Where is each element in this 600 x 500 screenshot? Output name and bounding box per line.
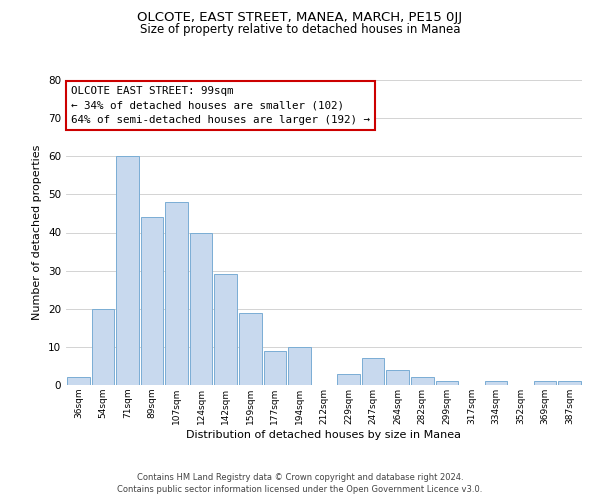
Bar (92, 308, 114, 385)
Bar (165, 202, 188, 385)
Bar (140, 217, 163, 385)
Bar (214, 274, 237, 385)
Y-axis label: Number of detached properties: Number of detached properties (32, 145, 43, 320)
Bar (288, 347, 311, 385)
Bar (362, 358, 385, 385)
Bar (239, 312, 262, 385)
Bar (67, 378, 89, 385)
Bar (263, 350, 286, 385)
Bar (337, 374, 360, 385)
X-axis label: Distribution of detached houses by size in Manea: Distribution of detached houses by size … (187, 430, 461, 440)
Bar (559, 381, 581, 385)
Bar (190, 232, 212, 385)
Text: Size of property relative to detached houses in Manea: Size of property relative to detached ho… (140, 22, 460, 36)
Bar (386, 370, 409, 385)
Bar (436, 381, 458, 385)
Bar (411, 378, 434, 385)
Bar (485, 381, 508, 385)
Text: OLCOTE EAST STREET: 99sqm
← 34% of detached houses are smaller (102)
64% of semi: OLCOTE EAST STREET: 99sqm ← 34% of detac… (71, 86, 370, 125)
Bar (116, 156, 139, 385)
Text: Contains HM Land Registry data © Crown copyright and database right 2024.
Contai: Contains HM Land Registry data © Crown c… (118, 472, 482, 494)
Bar (534, 381, 556, 385)
Text: OLCOTE, EAST STREET, MANEA, MARCH, PE15 0JJ: OLCOTE, EAST STREET, MANEA, MARCH, PE15 … (137, 11, 463, 24)
